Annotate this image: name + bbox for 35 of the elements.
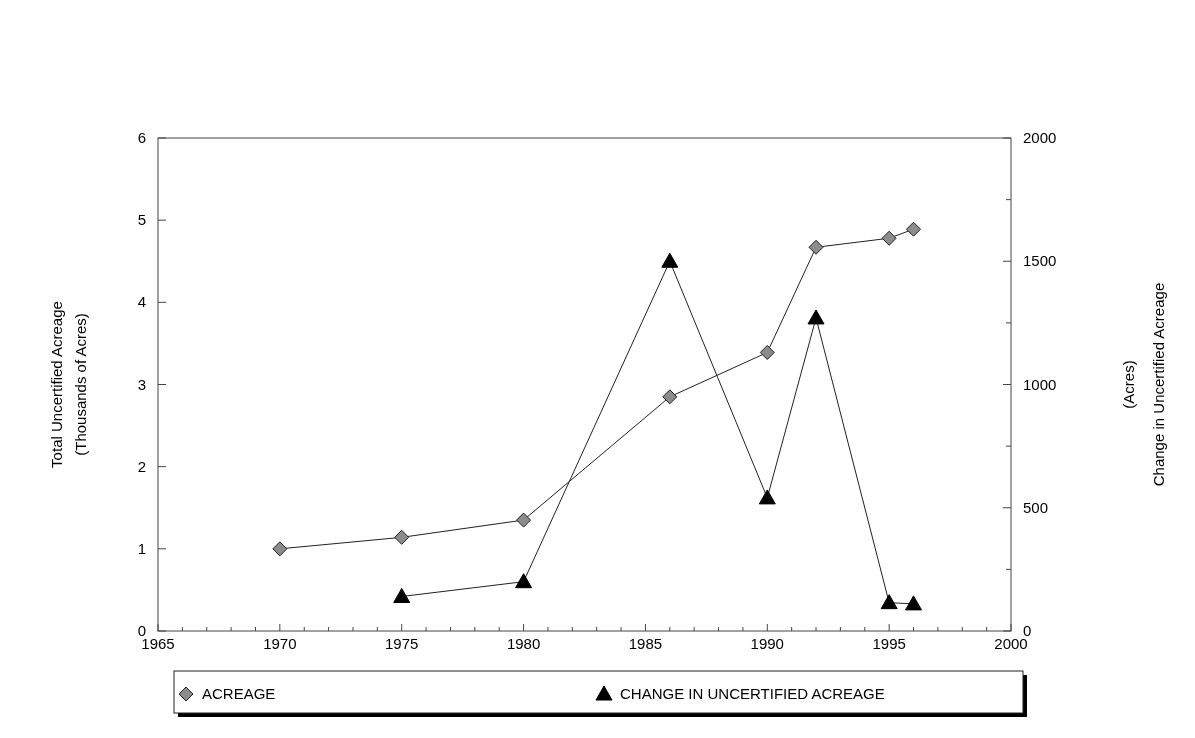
point — [661, 252, 679, 268]
point — [807, 309, 825, 325]
y-tick-label: 1 — [137, 539, 146, 557]
x-tick-label: 1985 — [628, 635, 663, 652]
y2-tick-label: 1000 — [1023, 375, 1057, 393]
point — [393, 587, 411, 603]
point — [808, 239, 824, 255]
legend-label: CHANGE IN UNCERTIFIED ACREAGE — [620, 685, 885, 702]
y2-tick-label: 500 — [1023, 498, 1049, 516]
x-tick-label: 1980 — [506, 635, 541, 652]
x-tick-label: 1995 — [872, 635, 906, 652]
y-tick-label: 3 — [137, 375, 146, 393]
point — [906, 221, 922, 237]
point — [515, 573, 533, 589]
y-tick-label: 4 — [137, 293, 146, 311]
point — [662, 389, 678, 405]
y2-axis-title: Change in Uncertified Acreage (Acres) — [1120, 282, 1167, 487]
x-tick-label: 1975 — [385, 635, 419, 652]
y-tick-label: 5 — [137, 211, 146, 229]
point — [272, 541, 288, 557]
point — [880, 594, 898, 610]
y2-tick-label: 1500 — [1023, 252, 1057, 270]
legend-label: ACREAGE — [202, 685, 276, 702]
point — [516, 512, 532, 528]
point — [905, 595, 923, 611]
y-tick-label: 6 — [137, 129, 146, 146]
y-tick-label: 2 — [137, 457, 146, 475]
point — [394, 529, 410, 545]
y2-tick-label: 2000 — [1023, 129, 1057, 146]
x-tick-label: 1970 — [263, 635, 297, 652]
point — [881, 230, 897, 246]
y-axis-title: Total Uncertified Acreage (Thousands of Acres) — [48, 301, 89, 468]
x-tick-label: 1990 — [750, 635, 784, 652]
point — [758, 489, 776, 505]
point — [759, 344, 775, 360]
